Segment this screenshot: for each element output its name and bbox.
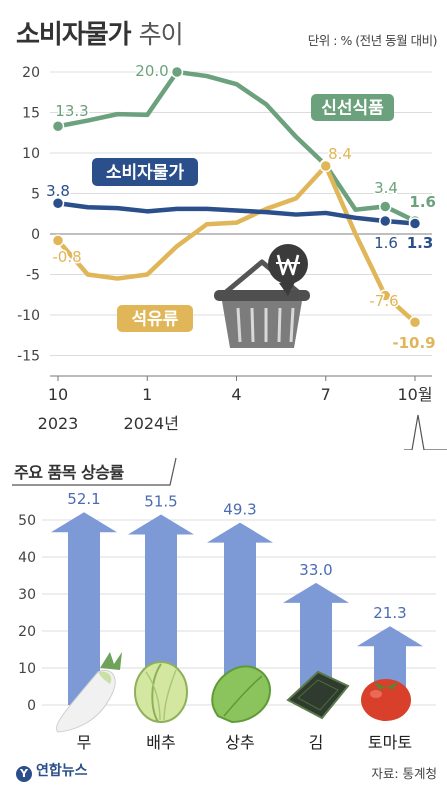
data-label: -0.8	[52, 248, 81, 266]
y-tick-label: 20	[22, 65, 40, 81]
bar-chart-y-ticks: 50 40 30 20 10 0	[18, 513, 36, 714]
data-label: -10.9	[392, 334, 435, 352]
line-chart-series	[51, 65, 422, 329]
bar-category-label: 무	[77, 733, 92, 750]
bar-chart-categories: 무 배추 상추 김 토마토	[77, 733, 412, 750]
series-label-oil-box	[117, 305, 193, 332]
data-point	[379, 289, 392, 302]
series-line	[55, 69, 418, 224]
cpi-line-chart: 20 15 10 5 0 -5 -10 -15 10 1 4 7 10월 2023 2024년	[17, 61, 447, 450]
y-tick-label: 0	[31, 227, 40, 243]
bar-chart-values: 52.1 51.5 49.3 33.0 21.3	[67, 490, 406, 622]
title-sub: 추이	[138, 20, 184, 49]
bar-value-label: 21.3	[373, 604, 406, 622]
bar-value-label: 49.3	[223, 501, 256, 519]
series-line	[55, 200, 418, 226]
y-tick-label: 10	[22, 146, 40, 162]
source-note: 자료: 통계청	[371, 766, 437, 781]
x-tick-label: 10	[48, 385, 68, 404]
bar-chart-item-icons	[56, 652, 411, 733]
item-bar-chart: 50 40 30 20 10 0 52.1 51.5 49.3 33.0 21.3	[12, 457, 436, 750]
yonhap-logo-icon: Y	[16, 766, 32, 782]
page-title: 소비자물가 추이	[16, 14, 184, 51]
bar-arrow	[51, 512, 117, 705]
unit-note: 단위 : % (전년 동월 대비)	[307, 33, 438, 48]
data-label: 20.0	[135, 62, 168, 80]
line-chart-x-ticks: 10 1 4 7 10월 2023 2024년	[38, 375, 433, 433]
title-main: 소비자물가	[16, 20, 132, 50]
x-year-label: 2023	[38, 414, 79, 433]
bar-chart-arrows	[51, 512, 423, 705]
data-point	[379, 214, 392, 228]
bar-value-label: 52.1	[67, 490, 100, 508]
series-label-fresh-food-box	[311, 94, 394, 121]
data-label: 1.6	[409, 193, 436, 211]
series-label-cpi: 소비자물가	[106, 163, 185, 183]
data-point	[51, 196, 65, 210]
data-point	[170, 65, 184, 79]
series-label-oil: 석유류	[132, 310, 179, 330]
lettuce-icon	[211, 665, 272, 724]
axis-break-mark	[404, 414, 447, 450]
data-label: 3.4	[374, 179, 398, 197]
bar-arrow	[128, 514, 194, 705]
y-tick-label: 10	[18, 661, 36, 677]
y-tick-label: 0	[27, 698, 36, 714]
line-chart-y-ticks: 20 15 10 5 0 -5 -10 -15	[17, 65, 40, 365]
data-label: 8.4	[328, 145, 352, 163]
line-chart-grid	[50, 71, 432, 356]
x-tick-label: 1	[142, 385, 152, 404]
bar-chart-title: 주요 품목 상승률	[14, 463, 124, 482]
data-label: 13.3	[55, 102, 88, 120]
x-tick-label: 4	[231, 385, 241, 404]
series-label-cpi-box	[92, 158, 198, 186]
y-tick-label: -15	[17, 349, 40, 365]
cabbage-icon	[134, 661, 188, 723]
series-label-fresh-food: 신선식품	[321, 99, 384, 119]
section-underline	[12, 457, 177, 486]
data-label: 1.6	[374, 234, 398, 252]
data-point	[408, 217, 422, 230]
bar-value-label: 33.0	[299, 561, 332, 579]
y-tick-label: 50	[18, 513, 36, 529]
bar-value-label: 51.5	[144, 492, 177, 510]
tomato-icon	[361, 679, 411, 721]
data-point	[51, 120, 65, 133]
x-year-label: 2024년	[124, 414, 179, 433]
bar-arrow	[207, 522, 273, 705]
y-tick-label: 40	[18, 550, 36, 566]
y-tick-label: 20	[18, 624, 36, 640]
logo: Y 연합뉴스	[16, 760, 88, 782]
y-tick-label: 15	[22, 106, 40, 122]
data-point	[319, 159, 332, 173]
x-tick-label: 10월	[397, 385, 432, 404]
y-tick-label: 5	[31, 187, 40, 203]
data-label: 3.8	[46, 182, 70, 200]
bar-arrow	[283, 582, 349, 705]
line-chart-icons	[214, 244, 310, 348]
bar-category-label: 상추	[225, 733, 254, 750]
data-point	[379, 200, 392, 213]
data-label: 1.3	[407, 234, 434, 252]
y-tick-label: 30	[18, 587, 36, 603]
x-tick-label: 7	[321, 385, 331, 404]
logo-text: 연합뉴스	[36, 763, 88, 779]
series-line	[55, 163, 418, 325]
y-tick-label: -10	[17, 308, 40, 324]
radish-icon	[56, 652, 122, 733]
bar-arrow	[357, 626, 423, 705]
data-point	[408, 316, 422, 329]
data-point	[51, 234, 65, 247]
bar-category-label: 김	[309, 733, 324, 750]
bar-category-label: 배추	[146, 733, 175, 750]
y-tick-label: -5	[26, 268, 40, 284]
bar-category-label: 토마토	[368, 733, 412, 750]
data-label: -7.6	[369, 292, 398, 310]
seaweed-icon	[286, 670, 350, 720]
won-coin-icon	[268, 244, 308, 296]
